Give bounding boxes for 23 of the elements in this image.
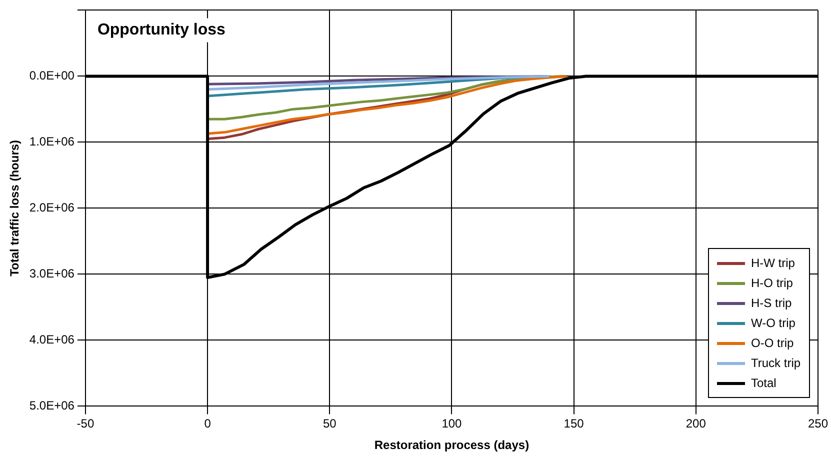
legend-label: O-O trip [750,336,794,350]
text: Opportunity loss [97,22,226,39]
x-tick-label: 100 [442,416,462,431]
x-tick-label: 250 [808,416,828,431]
legend-label: Truck trip [750,356,801,370]
x-tick-label: 200 [686,416,706,431]
legend-label: W-O trip [750,316,796,330]
y-tick-label: 3.0E+06 [29,266,75,281]
legend-label: H-S trip [750,296,792,310]
x-tick-label: 50 [322,416,337,431]
y-tick-label: 5.0E+06 [29,398,75,413]
y-tick-label: 4.0E+06 [29,332,75,347]
legend-label: H-O trip [750,276,793,290]
legend-label: H-W trip [750,256,795,270]
x-tick-label: 150 [564,416,584,431]
y-axis-title: Total traffic loss (hours) [8,140,22,276]
x-tick-label: -50 [76,416,94,431]
legend-label: Total [750,376,776,390]
y-tick-label: 0.0E+00 [29,68,75,83]
x-axis-title: Restoration process (days) [374,438,530,452]
x-tick-label: 0 [204,416,212,431]
y-tick-label: 1.0E+06 [29,134,75,149]
y-tick-label: 2.0E+06 [29,200,75,215]
